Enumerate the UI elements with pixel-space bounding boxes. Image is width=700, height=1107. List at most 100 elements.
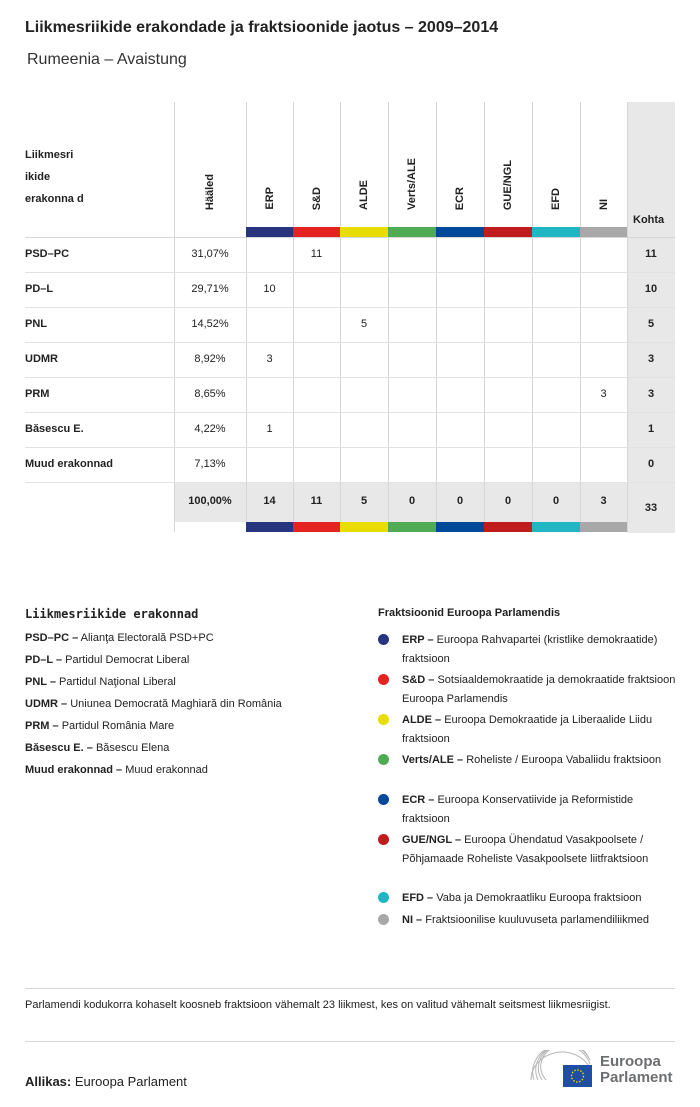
- group-legend-text: GUE/NGL – Euroopa Ühendatud Vasakpoolset…: [402, 831, 678, 869]
- seat-cell: [388, 447, 436, 482]
- group-header: Verts/ALE: [388, 110, 436, 210]
- group-total: 5: [360, 495, 368, 507]
- votes-cell: 8,92%: [194, 353, 226, 365]
- seat-cell: [532, 377, 580, 412]
- group-color-bar: [340, 227, 388, 237]
- votes-cell: 29,71%: [191, 283, 229, 295]
- column-divider: [436, 102, 437, 532]
- group-header: ALDE: [340, 110, 388, 210]
- group-full-name: Euroopa Ühendatud Vasakpoolsete / Põhjam…: [402, 834, 649, 865]
- seat-cell: 10: [263, 283, 276, 295]
- group-color-dot-icon: [378, 914, 389, 925]
- group-total: 14: [263, 495, 276, 507]
- group-total: 3: [600, 495, 607, 507]
- group-legend-item: ECR – Euroopa Konservatiivide ja Reformi…: [378, 791, 678, 829]
- group-color-bar: [293, 522, 340, 532]
- logo-text: Euroopa: [600, 1053, 661, 1070]
- seat-total-cell: 3: [647, 353, 655, 365]
- seat-cell: [580, 342, 627, 377]
- group-abbr: Verts/ALE –: [402, 754, 464, 766]
- group-legend-text: S&D – Sotsiaaldemokraatide ja demokraati…: [402, 671, 678, 709]
- row-divider: [25, 412, 675, 413]
- group-legend-text: EFD – Vaba ja Demokraatliku Euroopa frak…: [402, 889, 678, 908]
- group-header: ERP: [246, 110, 293, 210]
- group-header-label: ECR: [454, 186, 466, 210]
- row-divider: [25, 307, 675, 308]
- group-legend-title: Fraktsioonid Euroopa Parlamendis: [378, 607, 561, 619]
- party-abbr: PRM –: [25, 720, 59, 732]
- seat-cell: [388, 307, 436, 342]
- seat-total-cell: 3: [647, 388, 655, 400]
- group-full-name: Euroopa Rahvapartei (kristlike demokraat…: [402, 634, 658, 665]
- seat-cell: [293, 307, 340, 342]
- seat-cell: [532, 237, 580, 272]
- party-name: PNL: [25, 318, 47, 330]
- group-color-bar: [436, 522, 484, 532]
- group-header: NI: [580, 110, 627, 210]
- group-full-name: Roheliste / Euroopa Vabaliidu fraktsioon: [466, 754, 662, 766]
- grand-total: 33: [644, 502, 658, 514]
- seats-column-bg: [627, 102, 675, 533]
- group-legend-item: EFD – Vaba ja Demokraatliku Euroopa frak…: [378, 889, 678, 908]
- seat-cell: [436, 377, 484, 412]
- group-legend-item: ALDE – Euroopa Demokraatide ja Liberaali…: [378, 711, 678, 749]
- votes-cell: 8,65%: [194, 388, 226, 400]
- group-abbr: NI –: [402, 914, 423, 926]
- group-header-label: ERP: [263, 187, 276, 210]
- row-divider: [25, 377, 675, 378]
- group-abbr: EFD –: [402, 892, 434, 904]
- column-divider: [174, 102, 175, 532]
- party-abbr: PD–L –: [25, 654, 63, 666]
- seat-cell: 5: [360, 318, 368, 330]
- group-color-bar: [246, 522, 293, 532]
- votes-cell: 4,22%: [194, 423, 226, 435]
- party-name: UDMR: [25, 353, 58, 365]
- party-abbr: PNL –: [25, 676, 56, 688]
- group-color-bar: [532, 522, 580, 532]
- party-legend-item: PRM – Partidul România Mare: [25, 720, 174, 732]
- party-legend-item: PNL – Partidul Naţional Liberal: [25, 676, 176, 688]
- group-header-label: EFD: [550, 188, 562, 210]
- seat-cell: [340, 237, 388, 272]
- group-color-dot-icon: [378, 634, 389, 645]
- row-header: Liikmesri ikide erakonna d: [25, 149, 84, 205]
- seat-cell: [436, 237, 484, 272]
- column-divider: [246, 102, 247, 532]
- group-color-bar: [484, 522, 532, 532]
- seat-cell: [340, 342, 388, 377]
- party-legend-item: Băsescu E. – Băsescu Elena: [25, 742, 169, 754]
- seat-cell: [246, 237, 293, 272]
- seat-total-cell: 1: [647, 423, 655, 435]
- seat-cell: 3: [600, 388, 607, 400]
- group-legend-text: Verts/ALE – Roheliste / Euroopa Vabaliid…: [402, 751, 678, 770]
- seat-cell: [388, 272, 436, 307]
- source-value: Euroopa Parlament: [74, 1074, 187, 1089]
- group-color-bar: [340, 522, 388, 532]
- row-divider: [25, 342, 675, 343]
- party-name: PRM: [25, 388, 50, 400]
- group-legend-item: Verts/ALE – Roheliste / Euroopa Vabaliid…: [378, 751, 678, 770]
- seat-cell: 11: [310, 248, 323, 260]
- header-divider: [25, 237, 675, 238]
- seat-cell: [293, 412, 340, 447]
- group-header: EFD: [532, 110, 580, 210]
- seat-cell: [532, 447, 580, 482]
- group-abbr: GUE/NGL –: [402, 834, 462, 846]
- party-full-name: Partidul Naţional Liberal: [59, 676, 176, 688]
- group-color-dot-icon: [378, 674, 389, 685]
- page-title: Liikmesriikide erakondade ja fraktsiooni…: [25, 19, 499, 36]
- party-full-name: Muud erakonnad: [125, 764, 208, 776]
- divider: [25, 988, 675, 989]
- group-total: 0: [408, 495, 416, 507]
- group-legend-item: GUE/NGL – Euroopa Ühendatud Vasakpoolset…: [378, 831, 678, 869]
- seat-cell: [340, 447, 388, 482]
- group-abbr: ERP –: [402, 634, 434, 646]
- seat-cell: [580, 307, 627, 342]
- party-legend-item: PSD–PC – Alianţa Electorală PSD+PC: [25, 632, 214, 644]
- seat-cell: [388, 342, 436, 377]
- seat-cell: [484, 412, 532, 447]
- group-header: ECR: [436, 110, 484, 210]
- column-divider: [340, 102, 341, 532]
- seats-header: Kohta: [633, 214, 665, 226]
- party-name: PSD–PC: [25, 248, 70, 260]
